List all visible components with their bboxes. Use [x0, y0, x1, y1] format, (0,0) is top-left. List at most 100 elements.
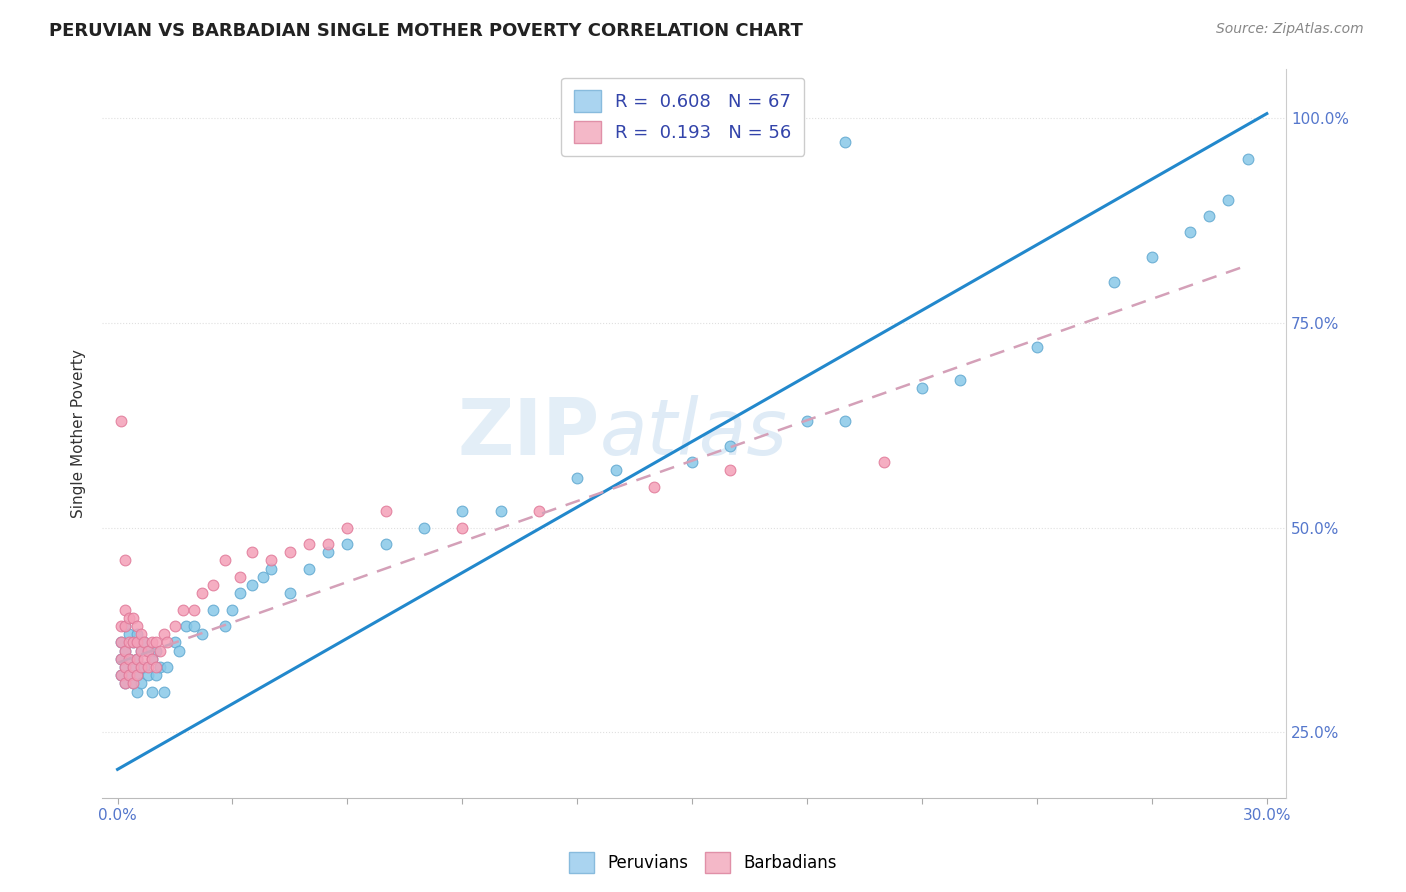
Point — [114, 643, 136, 657]
Point — [118, 651, 141, 665]
Point — [643, 479, 665, 493]
Point — [681, 455, 703, 469]
Point — [136, 643, 159, 657]
Point — [134, 635, 156, 649]
Point — [129, 627, 152, 641]
Point — [278, 586, 301, 600]
Point — [605, 463, 627, 477]
Point — [118, 668, 141, 682]
Point — [489, 504, 512, 518]
Point — [374, 537, 396, 551]
Point — [172, 602, 194, 616]
Point — [720, 463, 742, 477]
Point — [720, 439, 742, 453]
Point — [413, 520, 436, 534]
Point — [1218, 193, 1240, 207]
Point — [121, 611, 143, 625]
Point — [451, 520, 474, 534]
Point — [527, 504, 550, 518]
Point — [121, 676, 143, 690]
Point — [221, 602, 243, 616]
Point — [114, 676, 136, 690]
Point — [336, 537, 359, 551]
Point — [278, 545, 301, 559]
Point — [134, 635, 156, 649]
Point — [451, 504, 474, 518]
Point — [110, 668, 132, 682]
Point — [252, 570, 274, 584]
Point — [114, 643, 136, 657]
Point — [129, 643, 152, 657]
Legend: Peruvians, Barbadians: Peruvians, Barbadians — [562, 846, 844, 880]
Point — [183, 619, 205, 633]
Point — [136, 660, 159, 674]
Point — [118, 635, 141, 649]
Point — [873, 455, 896, 469]
Point — [125, 668, 148, 682]
Point — [156, 635, 179, 649]
Point — [110, 414, 132, 428]
Point — [229, 570, 252, 584]
Point — [141, 651, 163, 665]
Point — [114, 553, 136, 567]
Point — [129, 643, 152, 657]
Point — [145, 668, 167, 682]
Point — [1102, 275, 1125, 289]
Point — [834, 414, 856, 428]
Point — [114, 619, 136, 633]
Point — [114, 602, 136, 616]
Point — [121, 676, 143, 690]
Point — [136, 668, 159, 682]
Point — [202, 578, 225, 592]
Point — [202, 602, 225, 616]
Point — [240, 545, 263, 559]
Point — [156, 660, 179, 674]
Point — [121, 635, 143, 649]
Point — [176, 619, 198, 633]
Point — [796, 414, 818, 428]
Point — [134, 651, 156, 665]
Point — [125, 684, 148, 698]
Point — [1140, 250, 1163, 264]
Point — [114, 660, 136, 674]
Point — [110, 668, 132, 682]
Point — [163, 619, 186, 633]
Point — [260, 561, 283, 575]
Point — [316, 537, 339, 551]
Y-axis label: Single Mother Poverty: Single Mother Poverty — [72, 349, 86, 517]
Point — [152, 684, 174, 698]
Point — [1236, 152, 1258, 166]
Point — [110, 635, 132, 649]
Point — [118, 611, 141, 625]
Point — [834, 136, 856, 150]
Point — [1026, 340, 1049, 354]
Point — [141, 684, 163, 698]
Point — [298, 537, 321, 551]
Point — [149, 643, 172, 657]
Point — [260, 553, 283, 567]
Point — [118, 627, 141, 641]
Point — [114, 660, 136, 674]
Point — [145, 635, 167, 649]
Point — [121, 660, 143, 674]
Point — [758, 136, 780, 150]
Point — [110, 651, 132, 665]
Point — [125, 627, 148, 641]
Point — [129, 660, 152, 674]
Point — [125, 668, 148, 682]
Point — [145, 660, 167, 674]
Point — [125, 651, 148, 665]
Point — [121, 635, 143, 649]
Point — [214, 619, 236, 633]
Point — [110, 619, 132, 633]
Point — [118, 651, 141, 665]
Point — [374, 504, 396, 518]
Point — [145, 643, 167, 657]
Point — [316, 545, 339, 559]
Point — [141, 635, 163, 649]
Point — [1198, 209, 1220, 223]
Point — [121, 660, 143, 674]
Point — [152, 627, 174, 641]
Point — [134, 660, 156, 674]
Point — [1180, 226, 1202, 240]
